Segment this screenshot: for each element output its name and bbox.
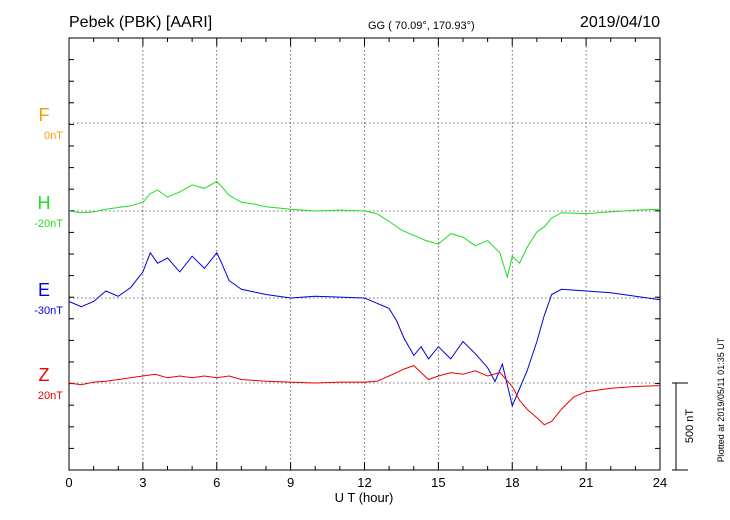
- channel-offset-e: -30nT: [34, 305, 63, 317]
- channel-name-e: E: [38, 280, 50, 300]
- x-tick-label: 21: [579, 475, 593, 490]
- x-tick-label: 6: [213, 475, 220, 490]
- channel-name-z: Z: [39, 365, 50, 385]
- plot-date: 2019/04/10: [580, 14, 660, 31]
- channel-name-h: H: [38, 193, 51, 213]
- channel-offset-f: 0nT: [44, 130, 63, 142]
- series-z: [68, 365, 661, 426]
- x-tick-label: 15: [431, 475, 445, 490]
- station-title: Pebek (PBK) [AARI]: [69, 14, 212, 31]
- series-e: [68, 251, 661, 408]
- x-tick-label: 12: [357, 475, 371, 490]
- x-tick-label: 24: [653, 475, 667, 490]
- channel-labels: F 0nT H -20nT E -30nT Z 20nT: [34, 105, 63, 402]
- scale-bar: 500 nT: [672, 382, 696, 471]
- series-lines: [68, 180, 661, 426]
- channel-offset-z: 20nT: [38, 390, 63, 402]
- x-tick-label: 0: [65, 475, 72, 490]
- channel-name-f: F: [39, 105, 50, 125]
- plotted-at-note: Plotted at 2019/05/11 01:35 UT: [716, 337, 726, 462]
- x-tick-label: 9: [287, 475, 294, 490]
- x-tick-label: 3: [139, 475, 146, 490]
- x-tick-label: 18: [505, 475, 519, 490]
- x-axis: 0 3 6 9 12 15 18 21 24: [65, 38, 667, 490]
- channel-offset-h: -20nT: [34, 218, 63, 230]
- series-h: [68, 180, 661, 280]
- station-coords: GG ( 70.09°, 170.93°): [368, 20, 475, 32]
- scale-bar-label: 500 nT: [684, 409, 696, 444]
- grid-lines: [69, 37, 660, 470]
- x-axis-label: U T (hour): [335, 490, 394, 505]
